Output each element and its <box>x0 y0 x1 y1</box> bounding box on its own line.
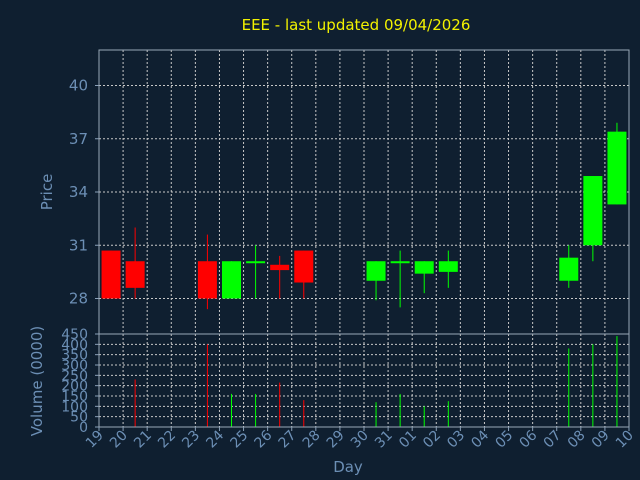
price-tick-label: 37 <box>69 130 88 148</box>
volume-tick-label: 350 <box>61 348 88 364</box>
candle-body <box>438 261 458 272</box>
x-tick-label: 07 <box>541 428 565 452</box>
x-tick-label: 06 <box>517 427 541 451</box>
volume-tick-label: 300 <box>61 358 88 374</box>
candle-body <box>246 261 266 264</box>
candle-body <box>559 257 579 281</box>
x-tick-label: 24 <box>203 427 227 451</box>
x-tick-label: 20 <box>107 428 131 452</box>
price-tick-label: 34 <box>69 183 88 201</box>
volume-tick-label: 400 <box>61 337 88 353</box>
price-tick-label: 28 <box>69 290 88 308</box>
candle-body <box>101 250 121 299</box>
x-tick-label: 03 <box>444 428 468 452</box>
x-tick-label: 10 <box>613 428 637 452</box>
price-tick-label: 31 <box>69 236 88 254</box>
price-panel: 28 31 34 37 40 <box>69 49 630 335</box>
x-tick-label: 29 <box>324 428 348 452</box>
volume-tick-label: 150 <box>61 389 88 405</box>
x-tick-label: 01 <box>396 428 420 452</box>
chart-title: EEE - last updated 09/04/2026 <box>242 16 471 34</box>
x-tick-label: 26 <box>252 427 276 451</box>
candle-body <box>125 261 145 288</box>
x-tick-label: 23 <box>179 428 203 452</box>
candles <box>101 122 627 310</box>
price-tick-label: 40 <box>69 77 88 95</box>
candle-body <box>583 176 603 246</box>
candle-body <box>366 261 386 281</box>
x-tick-label: 30 <box>348 428 372 452</box>
x-tick-label: 02 <box>420 428 444 452</box>
x-tick-label: 04 <box>468 427 492 451</box>
candle-body <box>294 250 314 283</box>
x-tick-label: 08 <box>565 428 589 452</box>
volume-tick-label: 250 <box>61 368 88 384</box>
candle-body <box>197 261 217 299</box>
volume-tick-label: 100 <box>61 399 88 415</box>
x-tick-label: 31 <box>372 428 396 452</box>
volume-tick-label: 0 <box>79 420 88 436</box>
x-tick-label: 21 <box>131 428 155 452</box>
volume-tick-label: 200 <box>61 379 88 395</box>
x-tick-label: 05 <box>492 428 516 452</box>
x-axis: 19 20 21 22 23 24 25 26 27 28 29 30 31 01 02 03 04 05 06 07… <box>83 427 637 451</box>
candle-body <box>390 261 410 264</box>
candle-body <box>414 261 434 274</box>
candle-body <box>607 131 627 205</box>
price-axis-label: Price <box>38 174 56 211</box>
x-tick-label: 09 <box>589 428 613 452</box>
x-tick-label: 22 <box>155 428 179 452</box>
candle-body <box>222 261 241 299</box>
candle-body <box>270 264 290 271</box>
volume-tick-label: 450 <box>61 327 88 343</box>
volume-tick-label: 50 <box>70 410 88 426</box>
x-tick-label: 25 <box>227 428 251 452</box>
volume-axis-label: Volume (0000) <box>28 326 46 436</box>
x-axis-label: Day <box>333 458 363 476</box>
x-tick-label: 28 <box>300 428 324 452</box>
x-tick-label: 27 <box>276 428 300 452</box>
